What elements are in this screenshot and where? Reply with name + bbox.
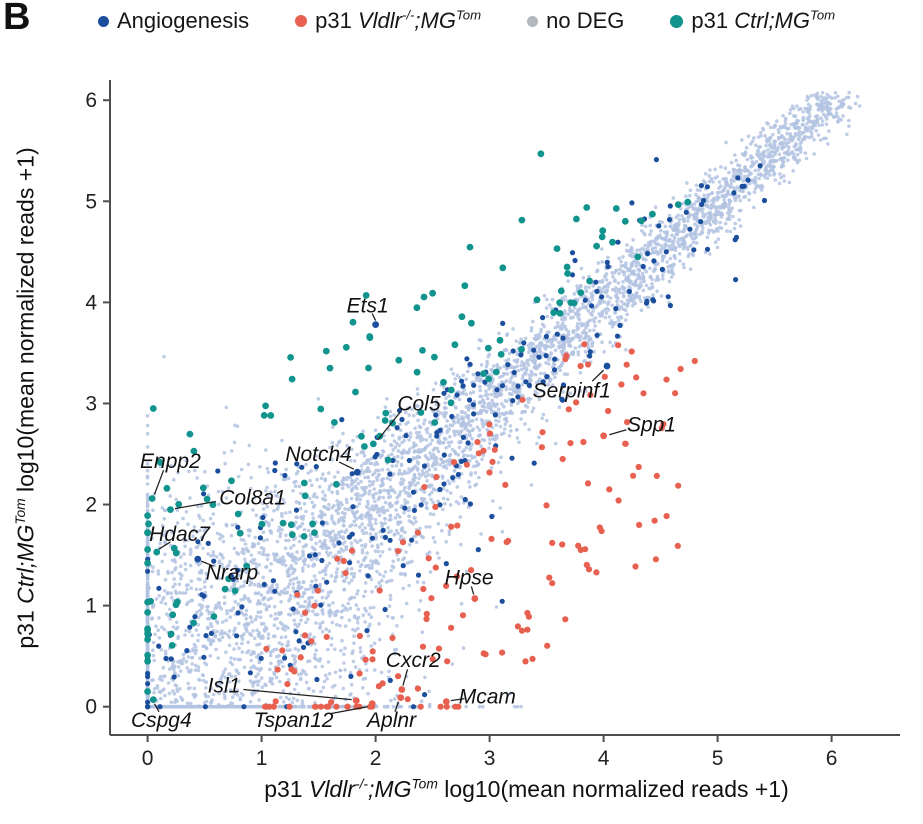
y-tick-label: 4: [85, 291, 97, 314]
leader-line: [153, 703, 160, 713]
x-tick-label: 2: [370, 747, 382, 770]
leader-line: [153, 469, 165, 495]
leader-line: [394, 701, 400, 712]
gene-point: [397, 694, 405, 702]
leader-line: [243, 688, 352, 701]
leader-line: [371, 313, 377, 321]
gene-point: [368, 700, 376, 708]
leader-line: [609, 429, 627, 436]
y-tick-label: 0: [85, 696, 97, 719]
legend-item-angio: Angiogenesis: [98, 8, 249, 34]
legend-item-nodeg: no DEG: [527, 8, 624, 34]
gene-point: [369, 440, 377, 448]
gene-label: Cspg4: [131, 709, 192, 732]
legend-dot-icon: [98, 15, 109, 27]
x-axis-label: p31 Vldlr-/-;MGTom log10(mean normalized…: [264, 776, 789, 802]
y-axis-label: p31 Ctrl;MGTom log10(mean normalized rea…: [12, 147, 39, 649]
gene-point: [600, 432, 608, 440]
leader-line: [174, 500, 217, 510]
y-tick-label: 1: [85, 595, 97, 618]
legend-label: p31 Vldlr-/-;MGTom: [315, 7, 482, 33]
y-tick-label: 3: [85, 392, 97, 415]
leader-line: [200, 560, 214, 567]
legend-dot-icon: [527, 15, 539, 27]
legend-dot-icon: [295, 15, 308, 27]
x-tick-label: 0: [142, 747, 154, 770]
gene-label: Enpp2: [140, 450, 201, 473]
legend-label: no DEG: [546, 8, 625, 33]
gene-point: [149, 696, 157, 704]
leader-line: [377, 411, 402, 441]
y-tick-label: 2: [85, 494, 97, 517]
leader-line: [450, 697, 465, 702]
leader-line: [338, 461, 355, 470]
y-tick-label: 6: [85, 89, 97, 112]
gene-point: [372, 321, 380, 329]
gene-label: Notch4: [285, 443, 352, 466]
leader-line: [402, 669, 409, 686]
x-tick-label: 5: [712, 747, 724, 770]
legend-item-ctrl: p31 Ctrl;MGTom: [670, 8, 835, 34]
gene-label: Isl1: [208, 674, 241, 697]
gene-label: Hpse: [445, 566, 494, 589]
gene-label: Aplnr: [365, 709, 417, 732]
x-tick-label: 6: [826, 747, 838, 770]
series-vldlr: [262, 341, 698, 710]
gene-annotations: Ets1 Col5 Serpinf1 Spp1 Notch4 Enpp2 Col8a1 Hda…: [131, 294, 676, 731]
panel-letter: B: [3, 0, 31, 38]
gene-point: [148, 495, 156, 502]
y-tick-label: 5: [85, 190, 97, 213]
gene-point: [153, 548, 161, 556]
leader-line: [158, 541, 171, 550]
gene-point: [442, 698, 450, 706]
x-tick-label: 1: [256, 747, 268, 770]
gene-point: [167, 506, 174, 513]
leader-line: [329, 706, 368, 715]
gene-point: [352, 697, 360, 705]
series-nodeg: [145, 90, 862, 709]
gene-label: Tspan12: [254, 709, 334, 732]
x-tick-label: 4: [598, 747, 610, 770]
gene-label: Col5: [397, 392, 441, 415]
legend-dot-icon: [670, 14, 684, 28]
gene-label: Mcam: [459, 686, 516, 709]
legend-label: Angiogenesis: [117, 8, 250, 33]
gene-point: [353, 468, 361, 476]
gene-label: Col8a1: [219, 486, 286, 509]
gene-point: [398, 686, 406, 693]
leader-line: [591, 369, 605, 382]
gene-point: [603, 362, 611, 370]
gene-label: Cxcr2: [386, 649, 441, 672]
legend: Angiogenesis p31 Vldlr-/-;MGTom no DEG p31 …: [98, 2, 835, 40]
legend-label: p31 Ctrl;MGTom: [691, 7, 836, 33]
gene-label: Ets1: [347, 294, 389, 317]
gene-label: Spp1: [627, 414, 676, 437]
axes: 0 1 2 3 4 5 6 0 1 2 3 4 5 6: [85, 80, 900, 770]
gene-label: Serpinf1: [533, 379, 611, 402]
gene-label: Hdac7: [149, 523, 211, 546]
gene-point: [471, 595, 479, 602]
gene-point: [194, 555, 202, 563]
leader-line: [470, 586, 475, 595]
x-tick-label: 3: [484, 747, 496, 770]
legend-item-vldlr: p31 Vldlr-/-;MGTom: [295, 8, 481, 34]
series-ctrl: [144, 150, 692, 695]
gene-label: Nrarp: [206, 561, 259, 584]
